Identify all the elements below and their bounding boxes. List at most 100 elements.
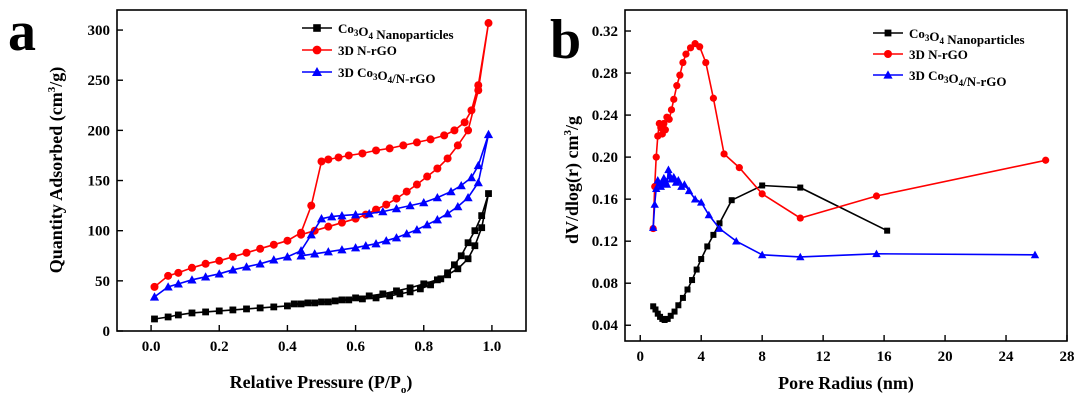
panel-a-series-3d-co-o-n-rgo-point [337,245,347,254]
panel-a-series-3d-co-o-n-rgo-point [381,236,391,245]
panel-a-series-3d-n-rgo-point [460,118,469,127]
panel-b-series-3d-co-o-n-rgo-point [684,186,694,195]
panel-b-series-3d-n-rgo [649,40,1050,233]
panel-b-series-3d-co-o-n-rgo-point [664,165,673,174]
panel-a-series-3d-co-o-n-rgo-point [149,292,160,301]
panel-b-series-3d-n-rgo-point [673,82,681,90]
panel-b-series-co-o-nanoparticles-point [759,182,766,189]
panel-a-x-tick-label: 0.6 [346,339,365,355]
panel-a-series-3d-co-o-n-rgo-point [323,247,333,256]
panel-a-series-3d-n-rgo-point [412,180,421,189]
panel-a-series-3d-co-o-n-rgo-point [241,262,252,271]
panel-b-series-3d-n-rgo-point [735,164,743,172]
panel-b-series-co-o-nanoparticles-point [667,312,674,319]
panel-a-series-co-o-nanoparticles-point [338,296,346,304]
panel-a-series-3d-n-rgo-point [337,218,346,227]
panel-a-series-3d-n-rgo-point [443,154,452,163]
panel-a-y-tick-label: 300 [88,23,111,39]
panel-a-series-3d-n-rgo-point [467,106,476,115]
panel-b-x-tick-label: 12 [816,349,831,365]
panel-a-x-tick-label: 0.2 [210,339,229,355]
panel-a-tick-layer: 0.0 0.2 0.4 0.6 0.8 1.0 0 50 100 150 200 250 300 [88,23,502,355]
panel-a-series-3d-n-rgo-point [150,282,159,291]
panel-a-series-co-o-nanoparticles-point [433,276,441,284]
panel-a-series-3d-n-rgo-point [453,141,462,150]
panel-a-series-3d-n-rgo-point [256,244,265,253]
panel-a-series-3d-co-o-n-rgo-point [327,212,337,221]
panel-a-series-3d-co-o-n-rgo-point [443,209,453,218]
panel-a-series-3d-co-o-n-rgo-point [296,246,306,255]
panel-a-series-3d-co-o-n-rgo-point [337,211,347,220]
panel-a-series-co-o-nanoparticles-point [188,309,196,317]
panel-a-series-3d-co-o-n-rgo-point [163,282,173,291]
panel-a-series-3d-co-o-n-rgo-point [405,201,415,210]
panel-a-x-tick-label: 0.8 [414,339,433,355]
panel-a-series-co-o-nanoparticles-point [396,290,404,298]
panel-a-series-3d-co-o-n-rgo-point [306,230,316,239]
panel-a-legend-label: 3D Co3O4/N-rGO [338,65,435,86]
panel-b-x-tick-label: 4 [697,349,705,365]
panel-a-series-co-o-nanoparticles-point [352,294,359,302]
panel-a-series-co-o-nanoparticles-point [372,294,380,302]
panel-b-series-3d-co-o-n-rgo-point [648,223,658,231]
panel-a-series-co-o-nanoparticles-point [464,239,472,247]
panel-b-series-co-o-nanoparticles-point [675,302,682,309]
panel-a-series-3d-co-o-n-rgo-point [282,252,293,261]
panel-a-series-co-o-nanoparticles-point [365,292,373,300]
panel-a-series-3d-co-o-n-rgo-point [350,210,361,219]
panel-b-legend-marker [884,29,892,37]
panel-a-legend-marker [312,67,322,76]
panel-b-y-tick-label: 0.08 [592,276,618,292]
panel-b-series-co-o-nanoparticles-point [716,220,723,227]
panel-a-series-3d-co-o-n-rgo-point [446,186,456,196]
panel-a: a 0.0 0.2 0.4 0.6 0.8 1.0 0 50 100 150 200 250 300 R… [8,1,527,396]
panel-a-series-co-o-nanoparticles-point [324,298,332,306]
panel-a-series-3d-co-o-n-rgo-point [228,265,238,274]
panel-b-series-co-o-nanoparticles-point [671,308,678,315]
panel-b-y-tick-label: 0.16 [592,192,619,208]
panel-a-series-3d-co-o-n-rgo-point [378,207,388,216]
panel-b-y-tick-label: 0.20 [592,150,618,166]
panel-b-series-co-o-nanoparticles-point [728,197,735,204]
panel-a-series-3d-co-o-n-rgo-point [402,229,412,238]
panel-a-series-co-o-nanoparticles-point [318,298,325,306]
panel-b-series-co-o-nanoparticles-point [652,306,659,313]
panel-b-series-3d-n-rgo-point [872,192,881,200]
panel-a-series-co-o-nanoparticles-point [164,313,172,321]
panel-a-series-co-o-nanoparticles-point [331,297,339,305]
panel-b-series-3d-n-rgo-point [709,94,718,102]
panel-b-series-3d-co-o-n-rgo [648,165,1040,261]
panel-a-series-co-o-nanoparticles-point [311,299,319,307]
panel-b-y-tick-label: 0.28 [592,66,618,82]
panel-b-series-co-o-nanoparticles-point [710,231,717,238]
panel-a-series-co-o-nanoparticles [151,190,492,323]
panel-a-y-tick-label: 50 [95,274,110,290]
panel-a-series-3d-co-o-n-rgo-point [364,209,374,218]
panel-a-series-3d-co-o-n-rgo-point [173,279,183,288]
panel-b-series-3d-n-rgo-point [670,95,678,103]
panel-b-y-tick-label: 0.04 [592,318,619,334]
panel-b-series-3d-co-o-n-rgo-point [704,210,714,219]
panel-a-series-3d-co-o-n-rgo-point [463,192,473,202]
panel-a-series-co-o-nanoparticles-point [406,284,414,292]
panel-a-series-3d-co-o-n-rgo-point [432,192,442,202]
panel-a-series-3d-co-o-n-rgo-point [391,233,402,242]
panel-a-series-co-o-nanoparticles-point [386,292,394,300]
panel-letter-a: a [8,1,36,63]
panel-a-series-co-o-nanoparticles-point [256,304,264,312]
panel-a-series-co-o-nanoparticles-point [451,261,458,269]
panel-a-series-co-o-nanoparticles-point [457,252,465,260]
panel-a-series-3d-n-rgo-point [324,222,333,231]
panel-a-series-3d-n-rgo-point [269,240,278,249]
panel-a-series-co-o-nanoparticles-point [471,242,479,250]
panel-a-series-3d-n-rgo-line [153,22,490,288]
panel-b-tick-layer: 0 4 8 12 16 20 24 28 0.04 0.08 0.12 0.16 0.20 0.24 0.2… [592,24,1075,365]
panel-a-series-3d-n-rgo-point [164,271,173,280]
panel-a-series-3d-n-rgo-point [385,144,394,153]
panel-a-series-3d-n-rgo-point [440,131,449,140]
panel-b: b 0 4 8 12 16 20 24 280.040.080.120.160.200.240… [550,9,1075,394]
panel-a-series-3d-n-rgo-point [382,200,391,209]
panel-a-series-3d-n-rgo-point [392,194,401,203]
panel-a-x-axis-title: Relative Pressure (P/Po) [230,372,413,396]
